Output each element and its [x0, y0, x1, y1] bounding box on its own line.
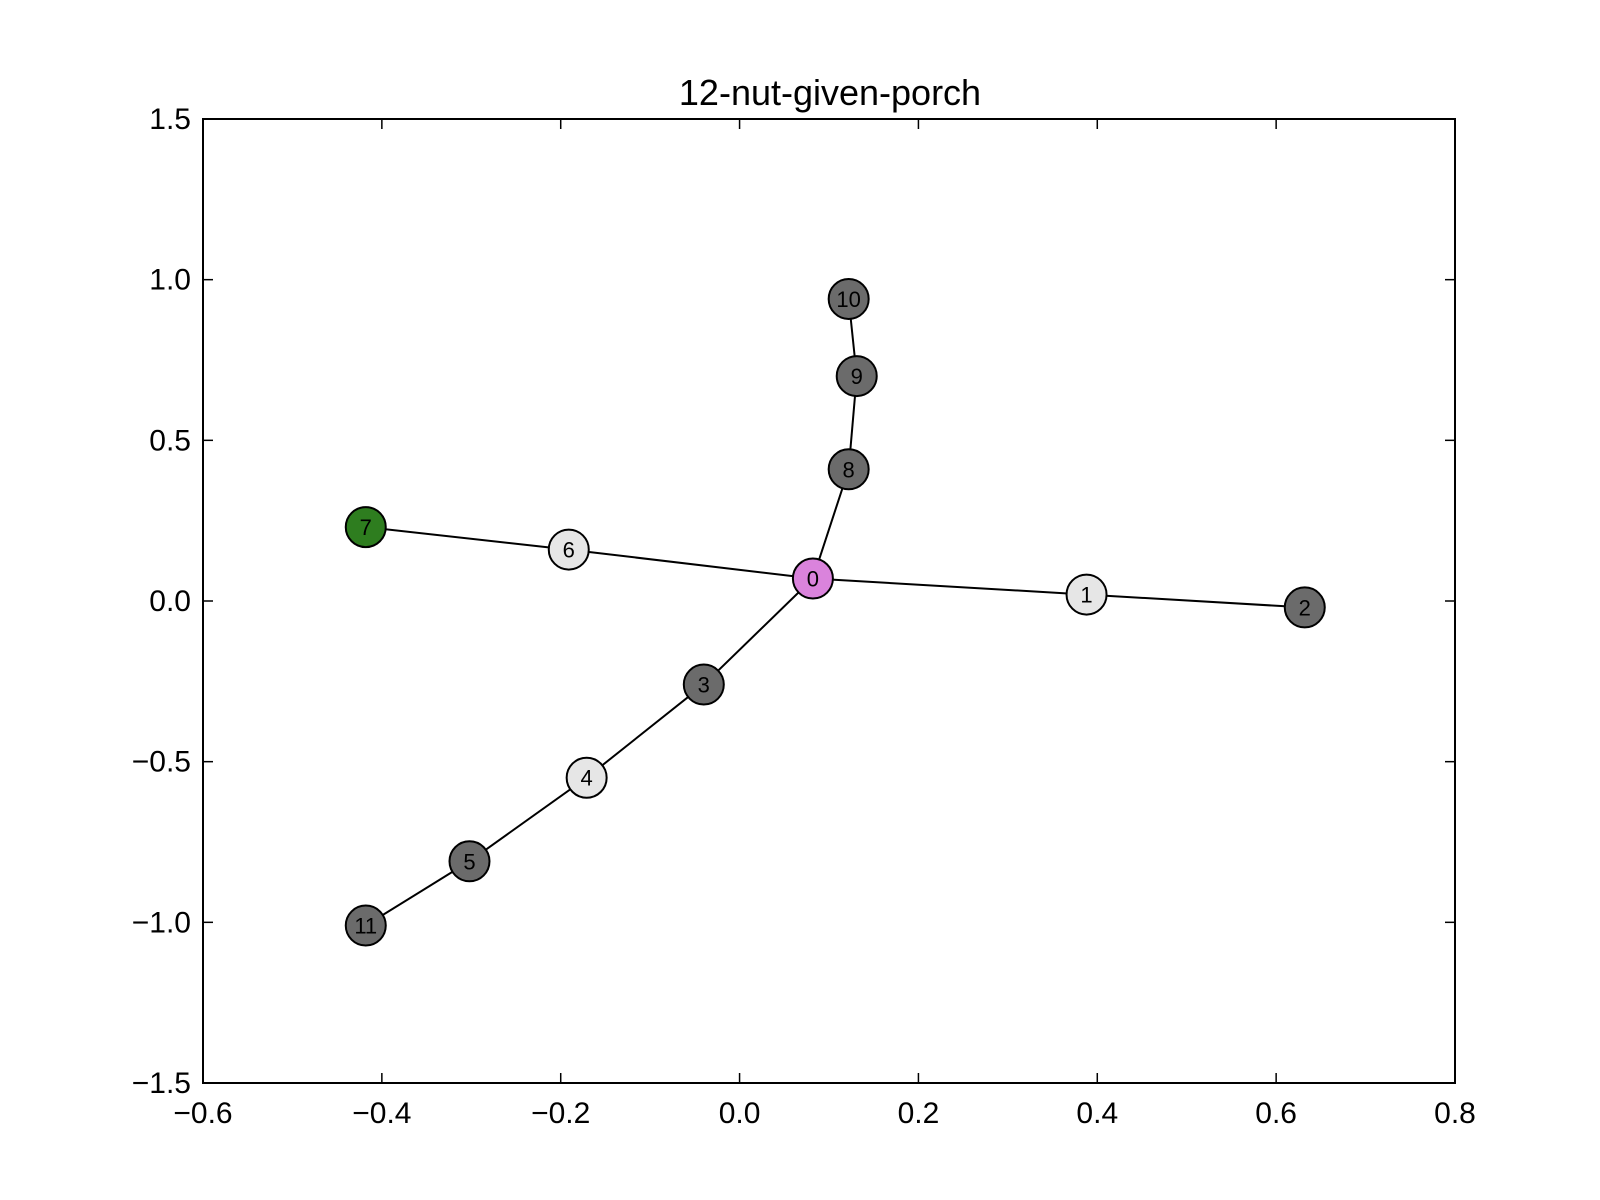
- node-1: 1: [1065, 573, 1108, 616]
- node-circle: [344, 904, 387, 947]
- y-tick-label: −1.0: [132, 906, 191, 939]
- edge-1-2: [1086, 593, 1305, 609]
- x-tick-label: 0.8: [1434, 1097, 1476, 1130]
- node-6: 6: [547, 528, 590, 571]
- plot-frame: [202, 118, 1456, 1084]
- x-tick-label: −0.6: [173, 1097, 232, 1130]
- node-circle: [565, 756, 608, 799]
- edge-0-6: [568, 548, 814, 580]
- node-label: 11: [354, 914, 377, 939]
- edge-3-4: [586, 683, 705, 779]
- node-circle: [1065, 573, 1108, 616]
- y-tick-label: 0.5: [149, 424, 191, 457]
- edge-0-3: [703, 577, 814, 686]
- node-2: 2: [1283, 586, 1326, 629]
- node-label: 3: [698, 673, 710, 698]
- axis-ticks: −0.6 −0.4 −0.2 0.0 0.2 0.4 0.6 0.8 1.5 1.0 0.5 0.0 −…: [132, 103, 1476, 1130]
- node-label: 8: [843, 457, 855, 482]
- node-circle: [1283, 586, 1326, 629]
- edges: [365, 298, 1305, 927]
- x-tick-label: 0.4: [1076, 1097, 1118, 1130]
- node-circle: [791, 557, 834, 600]
- y-tick-label: −1.5: [132, 1067, 191, 1100]
- node-5: 5: [448, 840, 491, 883]
- node-circle: [682, 663, 725, 706]
- node-10: 10: [827, 277, 870, 320]
- node-label: 9: [851, 364, 863, 389]
- x-tick-label: 0.0: [719, 1097, 761, 1130]
- nodes: 0 1 2 3 4 5 6 7 8 9 10 11: [344, 277, 1326, 947]
- y-tick-label: 1.5: [149, 103, 191, 136]
- edge-4-5: [468, 776, 588, 863]
- x-tick-label: −0.4: [352, 1097, 411, 1130]
- edge-6-7: [365, 526, 569, 551]
- node-label: 4: [581, 766, 593, 791]
- x-tick-label: 0.2: [898, 1097, 940, 1130]
- x-tick-label: −0.2: [531, 1097, 590, 1130]
- node-label: 6: [563, 538, 575, 563]
- x-tick-label: 0.6: [1255, 1097, 1297, 1130]
- node-label: 2: [1299, 595, 1311, 620]
- y-tick-label: 1.0: [149, 264, 191, 297]
- edge-0-1: [812, 577, 1087, 596]
- node-label: 7: [360, 515, 372, 540]
- node-circle: [448, 840, 491, 883]
- node-label: 5: [463, 849, 475, 874]
- node-circle: [827, 277, 870, 320]
- node-circle: [547, 528, 590, 571]
- node-4: 4: [565, 756, 608, 799]
- y-tick-label: −0.5: [132, 746, 191, 779]
- node-label: 0: [807, 567, 819, 592]
- node-8: 8: [827, 448, 870, 491]
- node-circle: [344, 506, 387, 549]
- node-9: 9: [835, 355, 878, 398]
- chart-title: 12-nut-given-porch: [679, 72, 981, 113]
- node-circle: [827, 448, 870, 491]
- node-circle: [835, 355, 878, 398]
- node-label: 1: [1080, 583, 1092, 608]
- node-0: 0: [791, 557, 834, 600]
- node-3: 3: [682, 663, 725, 706]
- node-11: 11: [344, 904, 387, 947]
- node-7: 7: [344, 506, 387, 549]
- y-tick-label: 0.0: [149, 585, 191, 618]
- node-label: 10: [836, 287, 860, 312]
